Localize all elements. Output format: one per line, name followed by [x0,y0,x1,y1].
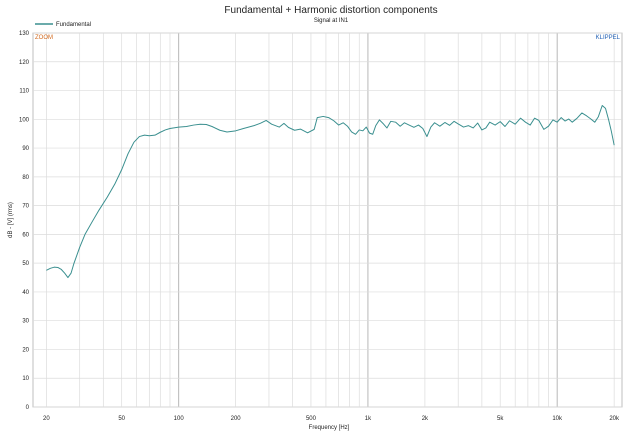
x-tick-label: 100 [174,416,185,422]
y-tick-label: 110 [19,89,29,95]
y-tick-label: 80 [22,175,29,181]
zoom-label[interactable]: ZOOM [35,35,53,41]
series-line-fundamental [46,105,615,279]
y-tick-label: 0 [26,405,30,411]
y-tick-label: 50 [22,261,29,267]
x-tick-label: 20k [609,416,620,422]
y-tick-label: 90 [22,146,29,152]
y-tick-label: 40 [22,290,29,296]
chart-subtitle: Signal at IN1 [314,18,349,24]
y-tick-label: 70 [22,204,29,210]
y-axis-label: dB - [V] (rms) [8,202,14,238]
grid-lines [33,32,622,408]
y-tick-label: 30 [22,319,29,325]
x-tick-label: 500 [306,416,317,422]
y-tick-label: 130 [19,31,30,37]
x-axis-label: Frequency [Hz] [309,425,350,431]
x-tick-label: 2k [422,416,429,422]
series-group [46,105,615,279]
x-tick-label: 1k [365,416,372,422]
y-tick-label: 120 [19,60,30,66]
x-tick-label: 50 [118,416,125,422]
y-tick-labels: 0 10 20 30 40 50 60 70 80 90 100 110 120 130 [19,31,30,411]
legend: Fundamental [35,22,91,28]
klippel-logo-text: KLIPPEL [596,35,621,41]
x-tick-label: 200 [231,416,242,422]
x-tick-label: 20 [43,416,50,422]
chart-title: Fundamental + Harmonic distortion compon… [224,5,437,16]
y-tick-label: 100 [19,117,30,123]
x-tick-labels: 20 50 100 200 500 1k 2k 5k 10k 20k [43,416,620,422]
plot-area [32,32,623,408]
x-tick-label: 5k [497,416,504,422]
y-tick-label: 60 [22,232,29,238]
x-tick-label: 10k [552,416,563,422]
y-tick-label: 20 [22,347,29,353]
y-tick-label: 10 [22,376,29,382]
legend-label: Fundamental [56,22,91,28]
